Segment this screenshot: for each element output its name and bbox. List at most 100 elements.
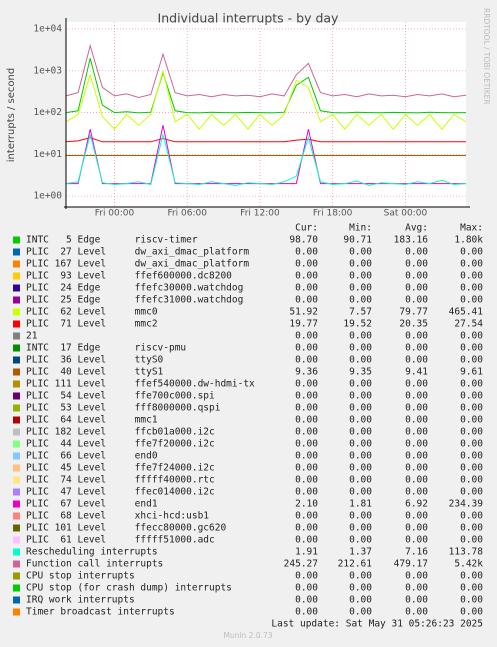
legend-swatch <box>13 380 20 388</box>
stat-header: Avg: <box>405 223 428 234</box>
legend-stat: 98.70 <box>289 235 318 246</box>
legend-stat: 2.10 <box>295 499 318 510</box>
legend-stat: 0.00 <box>349 439 372 450</box>
legend-stat: 9.35 <box>349 367 372 378</box>
legend-label: PLIC 71 Level mmc2 <box>26 319 158 330</box>
legend-stat: 0.00 <box>295 487 318 498</box>
x-tick-label: Fri 12:00 <box>240 209 280 219</box>
legend-label: PLIC 54 Level ffe700c000.spi <box>26 391 215 402</box>
legend-swatch <box>13 416 20 424</box>
legend-stat: 212.61 <box>338 559 373 570</box>
legend-stat: 0.00 <box>349 475 372 486</box>
legend-swatch <box>13 392 20 400</box>
legend-stat: 234.39 <box>449 499 484 510</box>
legend-stat: 0.00 <box>460 475 483 486</box>
legend-stat: 5.42k <box>454 559 483 570</box>
legend-label: PLIC 25 Edge ffefc31000.watchdog <box>26 295 243 306</box>
legend-swatch <box>13 476 20 484</box>
legend-label: PLIC 93 Level ffef600000.dc8200 <box>26 271 232 282</box>
legend-stat: 479.17 <box>394 559 428 570</box>
legend-stat: 0.00 <box>405 247 428 258</box>
legend-stat: 0.00 <box>460 403 483 414</box>
stat-header: Cur: <box>295 223 318 234</box>
legend-stat: 0.00 <box>405 595 428 606</box>
legend-stat: 0.00 <box>405 607 428 618</box>
legend-stat: 0.00 <box>295 535 318 546</box>
legend-stat: 0.00 <box>295 247 318 258</box>
legend-stat: 0.00 <box>349 571 372 582</box>
legend-stat: 0.00 <box>460 259 483 270</box>
series-line <box>65 43 467 99</box>
legend-stat: 0.00 <box>405 295 428 306</box>
legend-swatch <box>13 284 20 292</box>
legend-stat: 0.00 <box>349 511 372 522</box>
legend-stat: 0.00 <box>295 415 318 426</box>
legend-swatch <box>13 464 20 472</box>
legend-stat: 0.00 <box>405 535 428 546</box>
legend-stat: 0.00 <box>460 355 483 366</box>
legend-stat: 0.00 <box>460 583 483 594</box>
y-tick-label: 1e+02 <box>33 107 62 118</box>
legend-swatch <box>13 296 20 304</box>
legend-swatch <box>13 344 20 352</box>
legend-swatch <box>13 428 20 436</box>
series-line <box>65 137 466 143</box>
legend-stat: 0.00 <box>295 355 318 366</box>
series-line <box>65 70 467 130</box>
legend-stat: 0.00 <box>405 259 428 270</box>
legend-label: PLIC 53 Level fff8000000.qspi <box>26 403 221 414</box>
legend-stat: 0.00 <box>405 583 428 594</box>
legend-stat: 51.92 <box>289 307 318 318</box>
legend-stat: 90.71 <box>343 235 372 246</box>
legend-stat: 0.00 <box>295 403 318 414</box>
x-tick-label: Fri 18:00 <box>313 209 353 219</box>
series-line <box>65 58 467 114</box>
legend-stat: 0.00 <box>349 247 372 258</box>
legend-swatch <box>13 548 20 556</box>
legend-stat: 0.00 <box>460 535 483 546</box>
legend-stat: 0.00 <box>349 487 372 498</box>
legend-stat: 113.78 <box>449 547 484 558</box>
legend-stat: 9.36 <box>295 367 318 378</box>
side-label: RRDTOOL / TOBI OETIKER <box>482 8 491 105</box>
legend-stat: 0.00 <box>349 355 372 366</box>
legend-stat: 0.00 <box>295 391 318 402</box>
legend-stat: 0.00 <box>405 271 428 282</box>
legend-stat: 0.00 <box>405 571 428 582</box>
legend-swatch <box>13 608 20 616</box>
legend-stat: 9.61 <box>460 367 483 378</box>
legend-stat: 0.00 <box>295 259 318 270</box>
legend-stat: 0.00 <box>405 343 428 354</box>
legend-stat: 0.00 <box>460 343 483 354</box>
legend-stat: 0.00 <box>460 271 483 282</box>
legend-stat: 0.00 <box>349 295 372 306</box>
legend-stat: 0.00 <box>460 523 483 534</box>
legend-stat: 0.00 <box>460 439 483 450</box>
legend-stat: 0.00 <box>295 451 318 462</box>
legend-stat: 0.00 <box>460 607 483 618</box>
x-tick-label: Sat 00:00 <box>384 209 428 219</box>
legend-label: PLIC 111 Level ffef540000.dw-hdmi-tx <box>26 379 255 390</box>
legend-stat: 0.00 <box>349 523 372 534</box>
legend-stat: 19.52 <box>343 319 372 330</box>
legend-swatch <box>13 536 20 544</box>
legend-stat: 0.00 <box>405 463 428 474</box>
legend-swatch <box>13 272 20 280</box>
legend-stat: 0.00 <box>295 331 318 342</box>
legend-stat: 7.16 <box>405 547 428 558</box>
legend-swatch <box>13 560 20 568</box>
legend-stat: 0.00 <box>405 379 428 390</box>
legend-swatch <box>13 332 20 340</box>
legend-stat: 0.00 <box>405 283 428 294</box>
version: Munin 2.0.73 <box>223 631 272 640</box>
legend-stat: 0.00 <box>405 355 428 366</box>
last-update: Last update: Sat May 31 05:26:23 2025 <box>271 619 483 630</box>
legend-stat: 183.16 <box>394 235 429 246</box>
legend-swatch <box>13 440 20 448</box>
legend-stat: 0.00 <box>349 379 372 390</box>
plot-area <box>66 22 466 207</box>
legend-stat: 0.00 <box>405 511 428 522</box>
legend-label: Function call interrupts <box>26 559 163 570</box>
legend-label: PLIC 67 Level end1 <box>26 499 158 510</box>
